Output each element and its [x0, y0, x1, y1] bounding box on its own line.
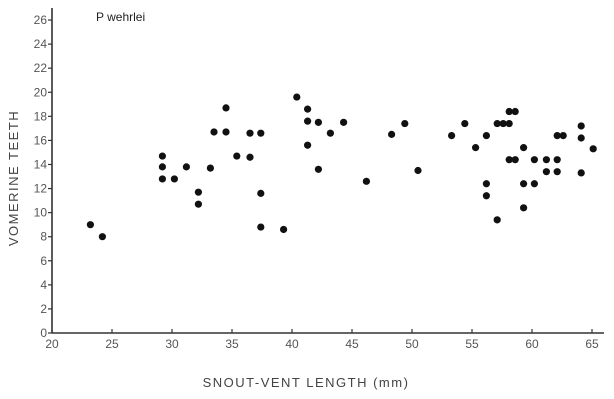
data-point	[493, 119, 501, 128]
x-tick-label: 20	[45, 337, 59, 351]
x-tick-label: 40	[285, 337, 299, 351]
y-tick-label: 10	[34, 206, 48, 220]
data-point	[194, 188, 202, 196]
y-tick-label: 24	[34, 37, 48, 51]
data-point	[448, 131, 456, 140]
data-point	[499, 119, 507, 128]
data-point	[511, 156, 519, 164]
y-tick-label: 0	[40, 326, 47, 340]
data-point	[542, 168, 551, 176]
y-tick-label: 16	[34, 133, 48, 147]
data-points	[86, 93, 597, 241]
data-point	[210, 128, 218, 136]
data-point	[304, 141, 312, 149]
y-tick-label: 6	[40, 254, 47, 268]
data-point	[559, 131, 567, 140]
data-point	[472, 144, 480, 152]
data-point	[505, 156, 513, 164]
data-point	[257, 189, 265, 197]
data-point	[511, 107, 519, 116]
data-point	[222, 104, 230, 112]
data-point	[461, 119, 469, 128]
y-tick-label: 22	[34, 61, 48, 75]
x-tick-label: 55	[465, 337, 479, 351]
y-tick-label: 2	[40, 302, 47, 316]
data-point	[577, 122, 585, 130]
data-point	[577, 169, 585, 177]
x-tick-label: 45	[345, 337, 359, 351]
data-point	[530, 180, 539, 188]
data-point	[553, 156, 561, 164]
x-tick-label: 50	[405, 337, 419, 351]
data-point	[520, 180, 528, 188]
data-point	[257, 223, 265, 231]
data-point	[98, 233, 106, 241]
data-point	[257, 129, 265, 137]
y-tick-label: 4	[40, 278, 47, 292]
data-point	[326, 129, 334, 137]
data-point	[388, 130, 396, 138]
data-point	[589, 145, 597, 153]
data-point	[246, 153, 254, 161]
data-point	[340, 118, 348, 126]
y-tick-label: 14	[34, 157, 48, 171]
data-point	[314, 165, 322, 173]
data-point	[553, 131, 561, 140]
data-point	[222, 128, 230, 136]
data-point	[505, 107, 513, 116]
data-point	[86, 221, 94, 229]
x-tick-label: 60	[525, 337, 539, 351]
data-point	[304, 117, 312, 125]
x-tick-label: 35	[225, 337, 239, 351]
data-point	[530, 156, 539, 164]
data-point	[246, 129, 254, 137]
data-point	[280, 225, 288, 234]
data-point	[314, 118, 322, 126]
data-point	[182, 163, 190, 171]
data-point	[194, 200, 202, 208]
data-point	[482, 131, 490, 140]
data-point	[505, 119, 513, 128]
x-tick-label: 30	[165, 337, 179, 351]
data-point	[577, 134, 585, 142]
data-point	[493, 216, 501, 224]
data-point	[520, 204, 528, 212]
data-point	[553, 168, 561, 176]
data-point	[170, 175, 178, 183]
y-tick-label: 18	[34, 109, 48, 123]
data-point	[158, 152, 166, 160]
data-point	[304, 105, 312, 113]
x-tick-label: 25	[105, 337, 119, 351]
data-point	[401, 119, 409, 128]
data-point	[158, 175, 166, 183]
y-tick-label: 26	[34, 13, 48, 27]
y-tick-label: 8	[40, 230, 47, 244]
y-axis-title: VOMERINE TEETH	[6, 110, 21, 246]
y-tick-label: 12	[34, 182, 48, 196]
data-point	[414, 166, 422, 175]
y-tick-label: 20	[34, 85, 48, 99]
data-point	[482, 192, 490, 200]
data-point	[293, 93, 301, 101]
data-point	[206, 164, 214, 172]
data-point	[362, 177, 370, 185]
chart-annotation: P wehrlei	[96, 10, 145, 24]
data-point	[520, 144, 528, 152]
data-point	[233, 152, 241, 160]
x-axis-title: SNOUT-VENT LENGTH (mm)	[203, 375, 410, 390]
data-point	[158, 163, 166, 171]
data-point	[482, 180, 490, 188]
x-tick-label: 65	[585, 337, 599, 351]
x-axis-ticks: 20 25 30 35 40 45 50 55 60 65	[45, 329, 599, 351]
data-point	[542, 156, 551, 164]
